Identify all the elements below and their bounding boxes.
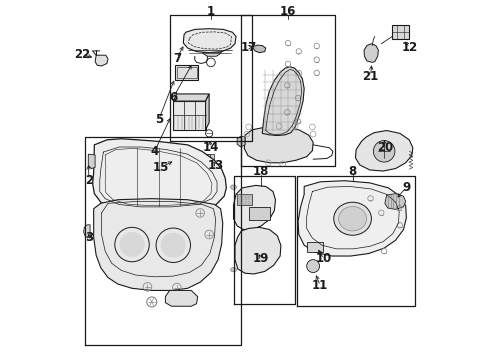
Polygon shape — [262, 67, 304, 135]
Text: 3: 3 — [85, 231, 93, 244]
Polygon shape — [207, 154, 211, 160]
Text: 19: 19 — [253, 252, 270, 265]
Polygon shape — [183, 29, 236, 53]
Polygon shape — [204, 154, 208, 160]
Text: 12: 12 — [402, 41, 418, 54]
Polygon shape — [245, 127, 313, 163]
Polygon shape — [84, 225, 90, 238]
Text: 13: 13 — [208, 159, 224, 172]
Bar — [249, 207, 270, 220]
Polygon shape — [237, 136, 245, 147]
Polygon shape — [173, 158, 182, 163]
Text: 18: 18 — [253, 165, 270, 177]
Text: 21: 21 — [363, 69, 379, 82]
Polygon shape — [210, 154, 214, 160]
Text: 9: 9 — [402, 181, 411, 194]
Polygon shape — [202, 53, 221, 56]
Text: 22: 22 — [74, 48, 90, 61]
Polygon shape — [307, 242, 323, 252]
Polygon shape — [234, 185, 275, 229]
Text: 17: 17 — [241, 41, 257, 54]
Text: 16: 16 — [280, 5, 296, 18]
Polygon shape — [237, 194, 252, 205]
Polygon shape — [298, 181, 406, 256]
Text: 4: 4 — [150, 145, 159, 158]
Polygon shape — [166, 291, 197, 306]
Polygon shape — [94, 199, 223, 291]
Polygon shape — [364, 44, 378, 62]
Text: 7: 7 — [173, 51, 181, 64]
Polygon shape — [252, 45, 266, 53]
Circle shape — [120, 232, 145, 257]
Polygon shape — [392, 25, 409, 40]
Text: 11: 11 — [312, 279, 328, 292]
Text: 10: 10 — [316, 252, 332, 265]
Polygon shape — [235, 227, 281, 274]
Polygon shape — [205, 94, 209, 130]
Ellipse shape — [231, 267, 236, 272]
Text: 20: 20 — [377, 141, 393, 154]
Circle shape — [307, 260, 319, 273]
Polygon shape — [385, 194, 406, 210]
Polygon shape — [175, 65, 198, 80]
Text: 6: 6 — [169, 91, 177, 104]
Polygon shape — [355, 131, 413, 171]
Text: 8: 8 — [348, 165, 357, 177]
Ellipse shape — [231, 185, 236, 189]
Ellipse shape — [334, 202, 371, 235]
Text: 5: 5 — [155, 113, 163, 126]
Circle shape — [161, 233, 186, 258]
Text: 14: 14 — [203, 141, 219, 154]
Polygon shape — [95, 55, 108, 66]
Ellipse shape — [339, 207, 367, 231]
Text: 1: 1 — [207, 5, 215, 18]
Text: 15: 15 — [152, 161, 169, 174]
Circle shape — [373, 140, 395, 162]
Polygon shape — [88, 154, 95, 168]
Polygon shape — [93, 139, 226, 214]
Polygon shape — [173, 94, 209, 101]
Polygon shape — [173, 101, 205, 130]
Text: 2: 2 — [85, 174, 93, 186]
